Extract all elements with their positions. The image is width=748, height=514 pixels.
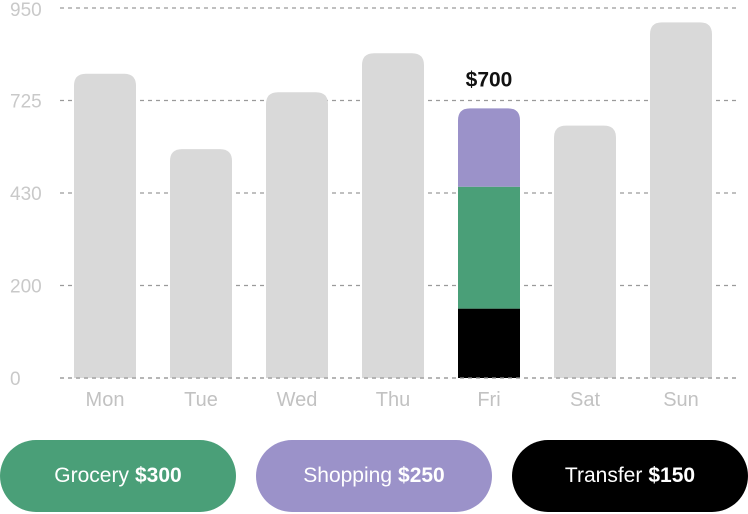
x-tick-label: Fri — [477, 389, 500, 411]
bars — [74, 22, 712, 379]
bar-value-label: $700 — [466, 68, 513, 91]
y-tick-label: 0 — [10, 369, 21, 390]
legend-transfer[interactable]: Transfer $150 — [512, 440, 748, 512]
legend-shopping-amount: $250 — [398, 464, 445, 487]
y-tick-label: 430 — [10, 184, 42, 205]
legend-shopping[interactable]: Shopping $250 — [256, 440, 492, 512]
y-tick-label: 200 — [10, 277, 42, 298]
bar-thu[interactable] — [362, 53, 424, 378]
y-tick-label: 725 — [10, 92, 42, 113]
x-tick-label: Thu — [376, 389, 410, 411]
legend-grocery[interactable]: Grocery $300 — [0, 440, 236, 512]
legend-shopping-label: Shopping — [303, 464, 393, 487]
x-tick-label: Wed — [277, 389, 318, 411]
bar-segment-shopping[interactable] — [458, 108, 520, 187]
x-tick-label: Sat — [570, 389, 600, 411]
legend-grocery-amount: $300 — [134, 464, 182, 487]
bar-chart: 0 200 430 725 950 Mon Tue Wed Thu $700 Fri Sat Sun — [10, 0, 740, 411]
bar-wed[interactable] — [266, 92, 328, 379]
legend-transfer-amount: $150 — [648, 464, 696, 487]
y-tick-label: 950 — [10, 0, 42, 21]
labels: 0 200 430 725 950 Mon Tue Wed Thu $700 Fri Sat Sun — [10, 0, 740, 411]
legend-grocery-label: Grocery — [54, 464, 129, 487]
bar-segment-grocery[interactable] — [458, 186, 520, 309]
legend-transfer-label: Transfer — [564, 464, 643, 487]
x-tick-label: Sun — [663, 389, 699, 411]
x-tick-label: Mon — [86, 389, 125, 411]
bar-sat[interactable] — [554, 125, 616, 378]
bar-mon[interactable] — [74, 73, 136, 379]
bar-tue[interactable] — [170, 149, 232, 378]
bar-sun[interactable] — [650, 22, 712, 379]
bar-segment-transfer[interactable] — [458, 308, 520, 378]
x-tick-label: Tue — [184, 389, 218, 411]
